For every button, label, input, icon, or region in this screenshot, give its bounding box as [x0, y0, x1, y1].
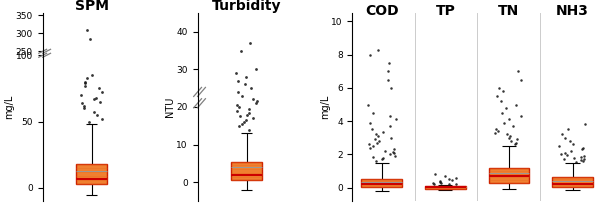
Y-axis label: mg/L: mg/L	[4, 95, 15, 119]
Text: COD: COD	[365, 4, 398, 18]
Bar	[76, 164, 107, 184]
Bar	[552, 177, 593, 187]
Text: TN: TN	[498, 4, 520, 18]
Text: NH3: NH3	[556, 4, 589, 18]
Bar	[231, 162, 262, 180]
Y-axis label: NTU: NTU	[165, 97, 175, 117]
Bar	[425, 186, 465, 189]
Bar	[489, 168, 529, 183]
Y-axis label: mg/L: mg/L	[320, 95, 330, 119]
Bar	[361, 180, 402, 187]
Text: TP: TP	[436, 4, 455, 18]
Title: SPM: SPM	[74, 0, 109, 13]
Title: Turbidity: Turbidity	[212, 0, 281, 13]
